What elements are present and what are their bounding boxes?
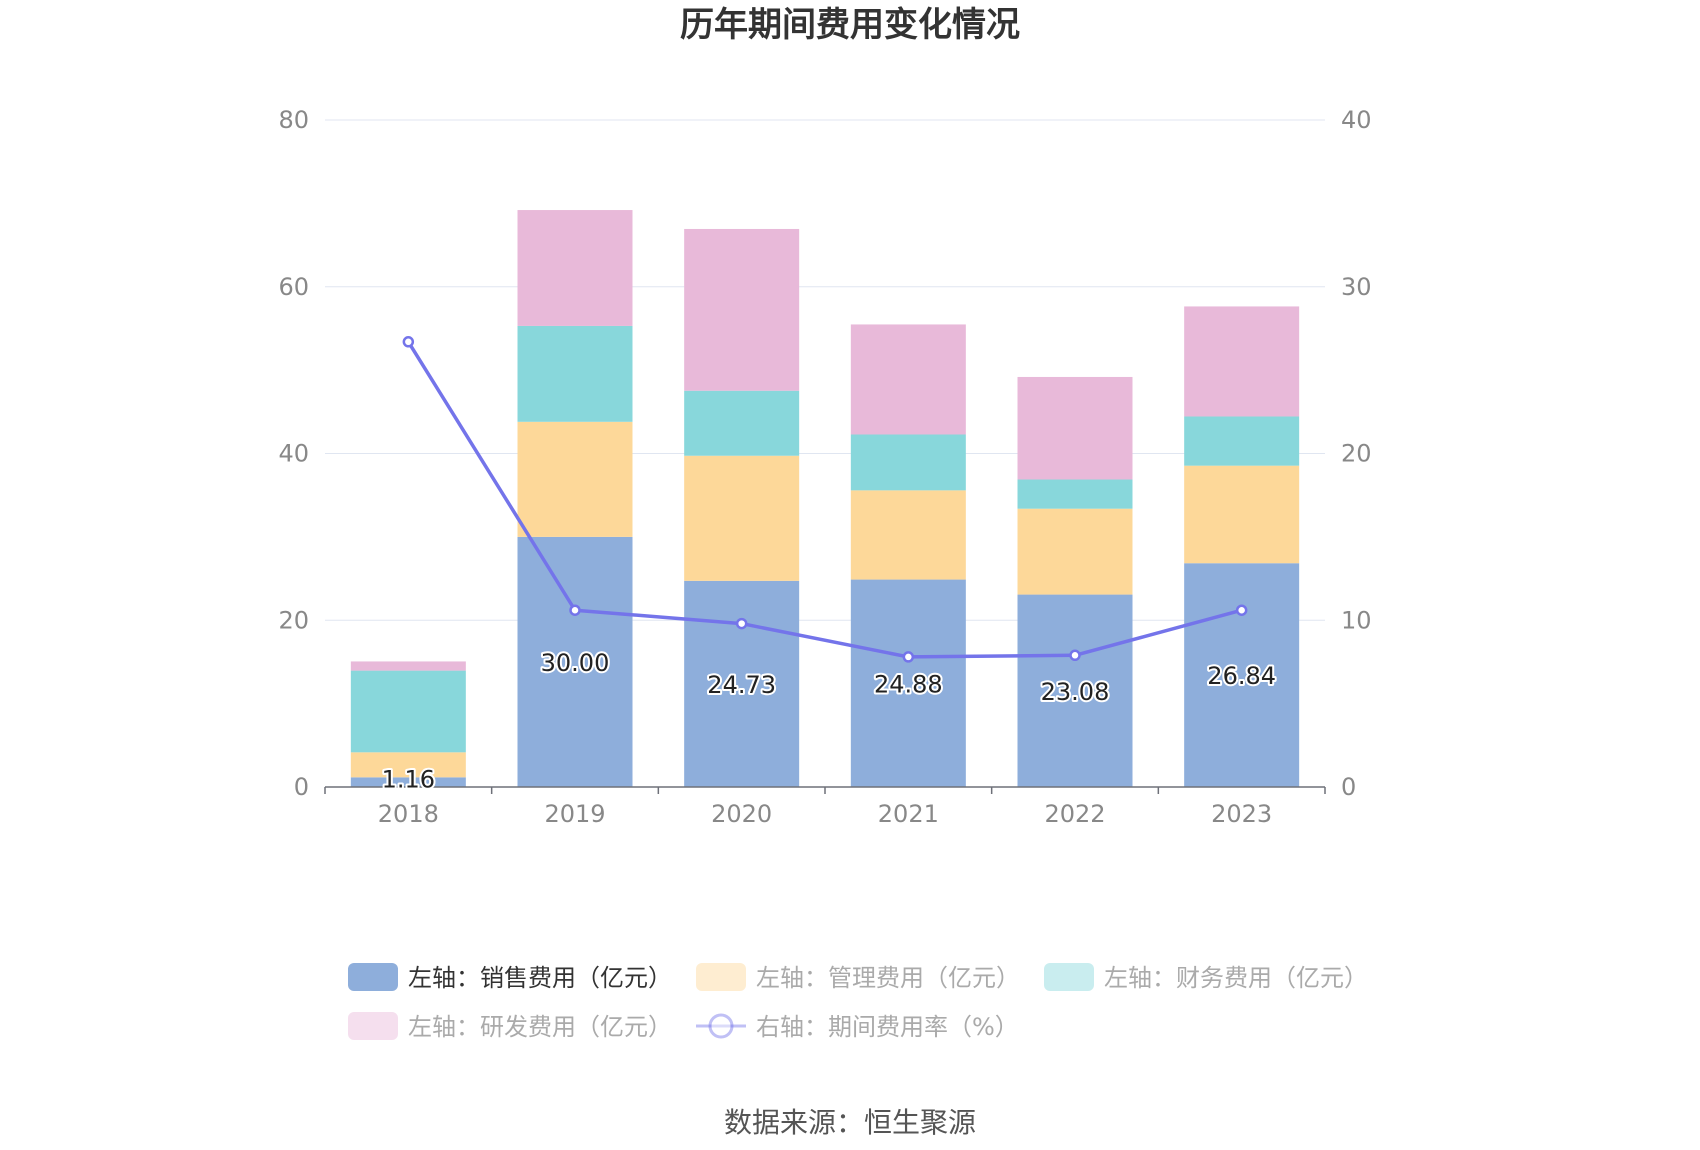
gridlines <box>325 119 1325 621</box>
bar-segment-2021-0 <box>850 579 966 787</box>
y-left-tick-label: 60 <box>278 273 309 301</box>
bar-segment-2022-2 <box>1017 479 1133 509</box>
legend-label: 左轴：管理费用（亿元） <box>756 964 1020 992</box>
legend-marker-swatch <box>708 1013 734 1039</box>
data-source: 数据来源：恒生聚源 <box>724 1106 976 1139</box>
legend-item-4[interactable]: 右轴：期间费用率（%） <box>696 1013 1019 1041</box>
bar-segment-2021-2 <box>850 434 966 491</box>
y-right-tick-label: 40 <box>1341 106 1372 134</box>
bar-segment-2020-0 <box>684 580 800 787</box>
legend-label: 右轴：期间费用率（%） <box>756 1013 1019 1041</box>
y-left-tick-label: 20 <box>278 606 309 634</box>
y-left-tick-label: 0 <box>294 773 309 801</box>
legend-label: 左轴：销售费用（亿元） <box>408 964 672 992</box>
legend-swatch <box>696 963 746 991</box>
bar-segment-2018-1 <box>350 752 466 778</box>
x-tick-label: 2020 <box>711 800 772 828</box>
legend-label: 左轴：研发费用（亿元） <box>408 1013 672 1041</box>
axes: 0 20 40 60 80 0 10 20 30 40 2018 2019 2020 2021 2022 20… <box>278 106 1371 828</box>
chart-title: 历年期间费用变化情况 <box>680 5 1020 45</box>
bar-segment-2019-2 <box>517 325 633 422</box>
bar-value-label-2023: 26.84 <box>1207 662 1276 690</box>
bar-value-label-2022: 23.08 <box>1041 678 1110 706</box>
legend-swatch <box>1044 963 1094 991</box>
y-left-tick-label: 40 <box>278 440 309 468</box>
bar-segment-2022-1 <box>1017 508 1133 595</box>
rate-point-2018 <box>402 336 415 348</box>
bar-segment-2020-1 <box>684 455 800 581</box>
x-tick-label: 2018 <box>378 800 439 828</box>
legend-label: 左轴：财务费用（亿元） <box>1104 964 1368 992</box>
rate-line-series <box>402 336 1248 663</box>
bar-segment-2019-3 <box>517 210 633 326</box>
legend-swatch <box>348 1012 398 1040</box>
bar-segment-2019-0 <box>517 536 633 787</box>
rate-point-2020 <box>735 617 748 630</box>
y-right-tick-label: 30 <box>1341 273 1372 301</box>
bar-segment-2023-1 <box>1184 465 1300 564</box>
bar-value-label-2021: 24.88 <box>874 670 943 698</box>
rate-line <box>406 340 1243 659</box>
data-labels: 1.16 30.00 24.73 24.88 23.08 26.84 <box>380 647 1278 795</box>
x-tick-label: 2021 <box>878 800 939 828</box>
bar-segment-2023-3 <box>1184 306 1300 417</box>
y-right-tick-label: 10 <box>1341 606 1372 634</box>
rate-point-2019 <box>569 604 581 616</box>
y-left-tick-label: 80 <box>278 106 309 134</box>
bars <box>350 210 1300 787</box>
rate-point-2023 <box>1235 604 1248 616</box>
bar-value-label-2019: 30.00 <box>541 649 610 677</box>
bar-segment-2022-3 <box>1017 376 1133 480</box>
bar-segment-2021-3 <box>850 324 966 435</box>
bar-segment-2022-0 <box>1017 594 1133 787</box>
x-tick-label: 2019 <box>544 800 605 828</box>
bar-segment-2018-0 <box>350 777 466 787</box>
legend-swatch <box>348 963 398 991</box>
bar-segment-2020-3 <box>684 228 800 391</box>
bar-value-label-2020: 24.73 <box>707 671 776 699</box>
legend-item-0[interactable]: 左轴：销售费用（亿元） <box>348 963 672 992</box>
bar-segment-2020-2 <box>684 390 800 456</box>
bar-segment-2023-0 <box>1184 563 1300 787</box>
bar-segment-2019-1 <box>517 421 633 537</box>
bar-value-label-2018: 1.16 <box>382 765 435 793</box>
rate-point-2021 <box>902 651 915 663</box>
x-tick-label: 2022 <box>1044 800 1105 828</box>
x-tick-label: 2023 <box>1211 800 1272 828</box>
rate-point-2022 <box>1069 649 1081 662</box>
bar-segment-2018-3 <box>350 661 466 671</box>
y-right-tick-label: 20 <box>1341 440 1372 468</box>
legend-item-2[interactable]: 左轴：财务费用（亿元） <box>1044 963 1368 992</box>
legend: 左轴：销售费用（亿元） 左轴：管理费用（亿元） 左轴：财务费用（亿元） 左轴：研发费用… <box>348 963 1368 1041</box>
y-right-tick-label: 0 <box>1341 773 1356 801</box>
bar-segment-2018-2 <box>350 670 466 753</box>
bar-segment-2021-1 <box>850 490 966 580</box>
bar-segment-2023-2 <box>1184 416 1300 466</box>
legend-item-3[interactable]: 左轴：研发费用（亿元） <box>348 1012 672 1041</box>
legend-item-1[interactable]: 左轴：管理费用（亿元） <box>696 963 1020 992</box>
